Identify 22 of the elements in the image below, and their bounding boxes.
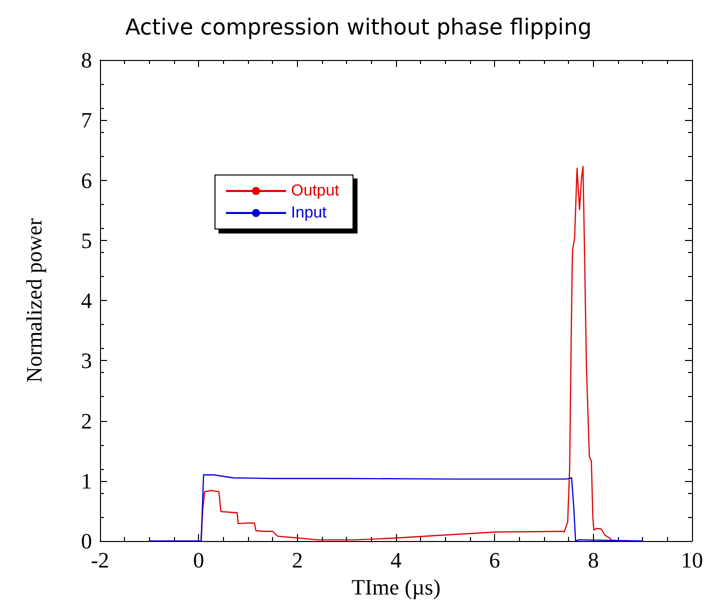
x-tick-label: 0 [193, 548, 204, 572]
legend-label: Output [291, 182, 340, 200]
x-tick-label: 8 [588, 548, 599, 572]
x-axis-title: TIme (µs) [351, 574, 441, 600]
y-tick-label: 1 [81, 468, 92, 494]
y-tick-label: 5 [81, 228, 92, 253]
y-axis-title: Normalized power [22, 218, 46, 383]
x-tick-label: -2 [90, 548, 110, 572]
x-tick-label: 4 [390, 548, 402, 572]
y-tick-label: 8 [81, 48, 92, 72]
x-tick-label: 10 [681, 548, 703, 572]
y-tick-label: 6 [81, 168, 92, 193]
chart-title: Active compression without phase flipping [125, 16, 592, 40]
y-tick-label: 4 [81, 288, 92, 313]
y-tick-label: 2 [81, 408, 92, 434]
x-tick-label: 6 [489, 548, 500, 572]
y-tick-label: 7 [81, 108, 92, 133]
y-tick-label: 0 [81, 528, 92, 554]
line-series [148, 474, 644, 542]
y-tick-label: 3 [81, 348, 92, 374]
x-tick-label: 2 [292, 548, 303, 572]
legend-label: Input [291, 204, 328, 222]
